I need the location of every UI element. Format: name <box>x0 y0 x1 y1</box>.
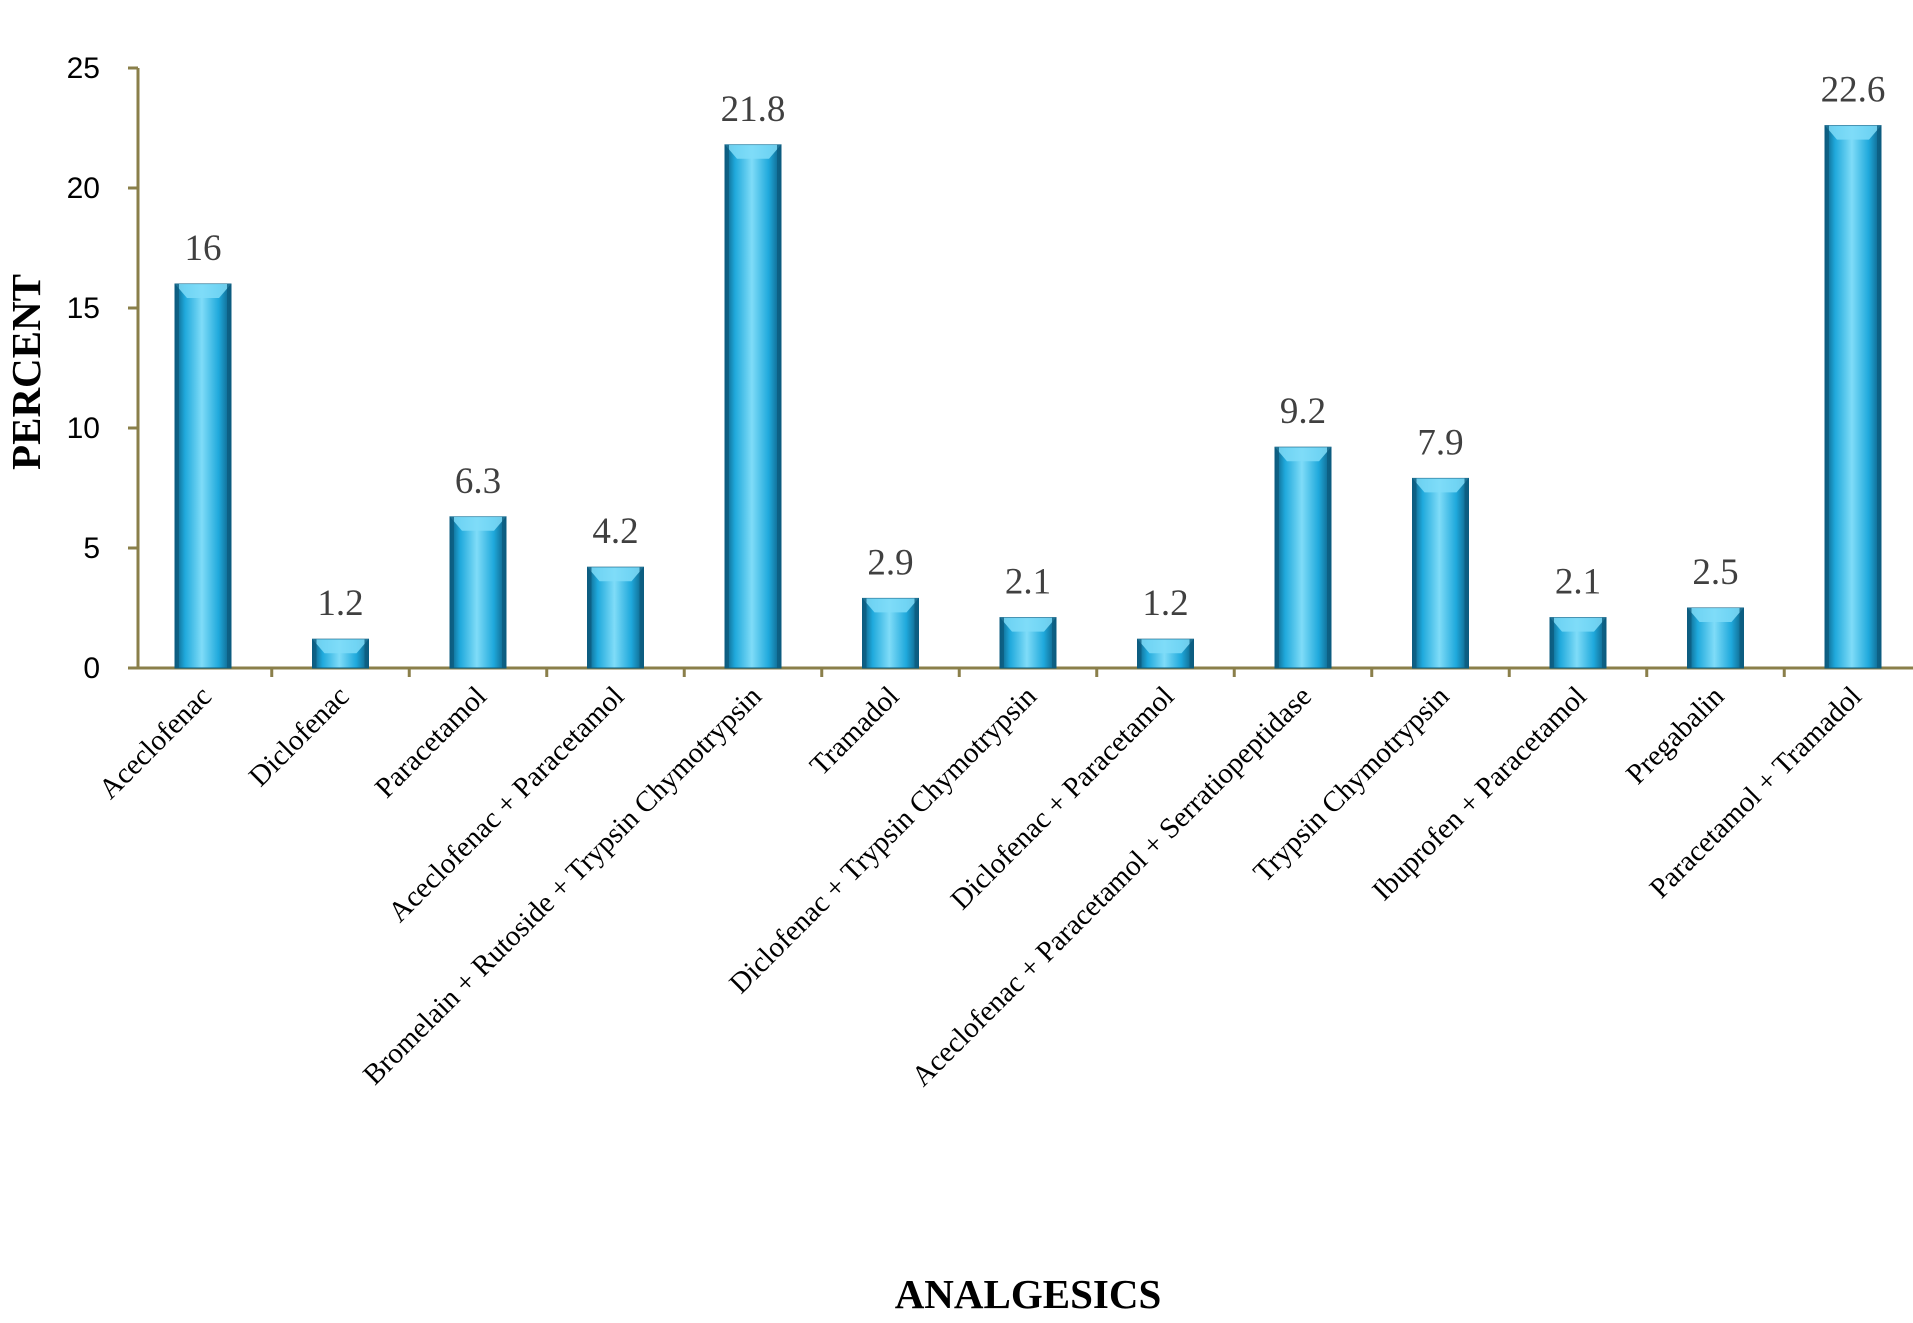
bar-edge-left <box>1000 617 1004 668</box>
bar-edge-right <box>1877 125 1881 669</box>
bar <box>1412 477 1469 669</box>
bar <box>1549 617 1607 669</box>
bar-edge-left <box>175 284 179 668</box>
bar-cap <box>312 639 369 654</box>
bar-series <box>174 125 1882 669</box>
data-label: 7.9 <box>1417 422 1463 463</box>
bar-edge-right <box>639 567 644 668</box>
data-label: 2.9 <box>867 542 913 583</box>
bar-cap <box>725 144 781 159</box>
x-axis-ticks <box>270 668 1786 677</box>
bar <box>862 597 919 669</box>
bar-edge-left <box>1687 608 1692 668</box>
bar-cap <box>1000 617 1056 632</box>
data-label: 2.1 <box>1005 562 1051 603</box>
data-label: 2.1 <box>1555 562 1601 603</box>
bar-edge-right <box>777 144 781 669</box>
x-tick-label: Pregabalin <box>1620 680 1731 791</box>
bar <box>1274 446 1332 669</box>
bar-edge-right <box>1602 617 1606 668</box>
bar-body <box>587 566 644 669</box>
bar <box>449 516 507 669</box>
bar <box>587 566 644 669</box>
bar <box>312 638 369 669</box>
bar <box>1687 607 1744 669</box>
bar-cap <box>1412 478 1469 493</box>
bar-edge-right <box>1464 478 1469 668</box>
data-label: 16 <box>185 228 222 269</box>
data-label: 1.2 <box>317 583 363 624</box>
data-label: 4.2 <box>592 511 638 552</box>
bar-edge-right <box>1189 639 1194 668</box>
bar-body <box>1274 446 1332 669</box>
bar <box>724 144 782 669</box>
bar-cap <box>862 598 919 613</box>
bar-edge-right <box>364 639 369 668</box>
data-label: 22.6 <box>1821 70 1886 111</box>
data-label: 2.5 <box>1692 552 1738 593</box>
x-tick-label: Diclofenac + Trypsin Chymotrypsin <box>723 680 1043 1000</box>
bar-cap <box>1687 608 1744 622</box>
bar-edge-left <box>450 516 454 668</box>
data-label: 21.8 <box>721 89 786 130</box>
bar-edge-left <box>587 567 592 668</box>
bar-edge-left <box>1275 447 1279 668</box>
y-tick-label: 0 <box>83 652 100 685</box>
bar-edge-left <box>1412 478 1417 668</box>
bar <box>999 617 1057 669</box>
bar-edge-left <box>862 598 867 668</box>
bar-body <box>449 516 507 669</box>
bar-cap <box>587 567 644 582</box>
data-label: 9.2 <box>1280 391 1326 432</box>
bar-cap <box>1275 447 1331 462</box>
x-axis-title: ANALGESICS <box>895 1271 1162 1317</box>
x-tick-label: Aceclofenac + Paracetamol <box>382 680 630 928</box>
bar-cap <box>1550 617 1606 632</box>
y-axis-ticks: 0 5 10 15 20 25 <box>67 52 138 685</box>
bar-edge-left <box>725 144 729 669</box>
bar <box>1137 638 1194 669</box>
bar-edge-left <box>312 639 317 668</box>
data-labels: 16 1.2 6.3 4.2 21.8 2.9 2.1 1.2 9.2 7.9 2.1 2.5 22.6 <box>185 70 1886 625</box>
bar-edge-right <box>914 598 919 668</box>
bar-edge-right <box>1052 617 1056 668</box>
y-tick-label: 15 <box>67 292 100 325</box>
bar-body <box>1824 125 1882 669</box>
y-axis-title: PERCENT <box>3 274 49 470</box>
bar-edge-left <box>1550 617 1554 668</box>
bar-cap <box>175 284 231 298</box>
bar-body <box>724 144 782 669</box>
x-tick-label: Tramadol <box>804 680 906 782</box>
bar-cap <box>450 516 506 531</box>
x-tick-label: Diclofenac + Paracetamol <box>945 680 1181 916</box>
x-tick-labels: Aceclofenac Diclofenac ParacetamolAceclofe… <box>93 680 1868 1093</box>
data-label: 6.3 <box>455 461 501 502</box>
bar-cap <box>1825 125 1881 140</box>
bar-edge-right <box>1327 447 1331 668</box>
y-tick-label: 25 <box>67 52 100 85</box>
bar-body <box>1412 477 1469 669</box>
bar-edge-right <box>227 284 231 668</box>
bar <box>174 283 232 669</box>
x-tick-label: Aceclofenac <box>93 680 218 805</box>
y-tick-label: 10 <box>67 412 100 445</box>
data-label: 1.2 <box>1142 583 1188 624</box>
bar-edge-right <box>1739 608 1744 668</box>
bar-edge-right <box>502 516 506 668</box>
bar-edge-left <box>1137 639 1142 668</box>
bar-cap <box>1137 639 1194 654</box>
bar-body <box>174 283 232 669</box>
bar <box>1824 125 1882 669</box>
x-tick-label: Paracetamol <box>369 680 493 804</box>
y-tick-label: 5 <box>83 532 100 565</box>
y-tick-label: 20 <box>67 172 100 205</box>
bar-edge-left <box>1825 125 1829 669</box>
x-tick-label: Diclofenac <box>243 680 356 793</box>
